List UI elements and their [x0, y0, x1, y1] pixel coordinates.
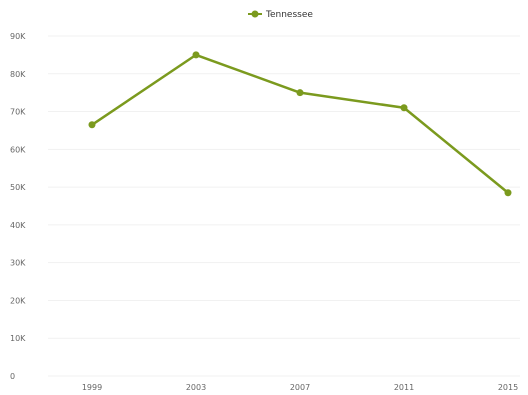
data-point[interactable] [504, 189, 512, 197]
grid [48, 35, 520, 377]
y-tick-label: 40K [10, 221, 26, 230]
x-tick-label: 2003 [186, 383, 206, 392]
data-point[interactable] [88, 121, 96, 129]
y-tick-label: 20K [10, 296, 26, 305]
x-tick-label: 2007 [290, 383, 310, 392]
y-axis: 0 10K 20K 30K 40K 50K 60K 70K 80K 90K [10, 32, 26, 381]
legend[interactable]: Tennessee [248, 10, 313, 20]
x-tick-label: 1999 [82, 383, 102, 392]
y-tick-label: 0 [10, 372, 15, 381]
legend-item-tennessee[interactable]: Tennessee [265, 10, 313, 20]
legend-point-marker [251, 10, 259, 18]
y-tick-label: 10K [10, 334, 26, 343]
y-tick-label: 30K [10, 259, 26, 268]
x-tick-label: 2015 [498, 383, 518, 392]
series-layer [88, 51, 512, 197]
data-point[interactable] [192, 51, 200, 59]
data-point[interactable] [400, 104, 408, 112]
y-tick-label: 80K [10, 70, 26, 79]
x-axis: 1999 2003 2007 2011 2015 [82, 383, 518, 392]
x-tick-label: 2011 [394, 383, 414, 392]
data-point[interactable] [296, 89, 304, 97]
y-tick-label: 90K [10, 32, 26, 41]
y-tick-label: 60K [10, 145, 26, 154]
y-tick-label: 50K [10, 183, 26, 192]
series-line-tennessee [91, 53, 509, 194]
y-tick-label: 70K [10, 108, 26, 117]
